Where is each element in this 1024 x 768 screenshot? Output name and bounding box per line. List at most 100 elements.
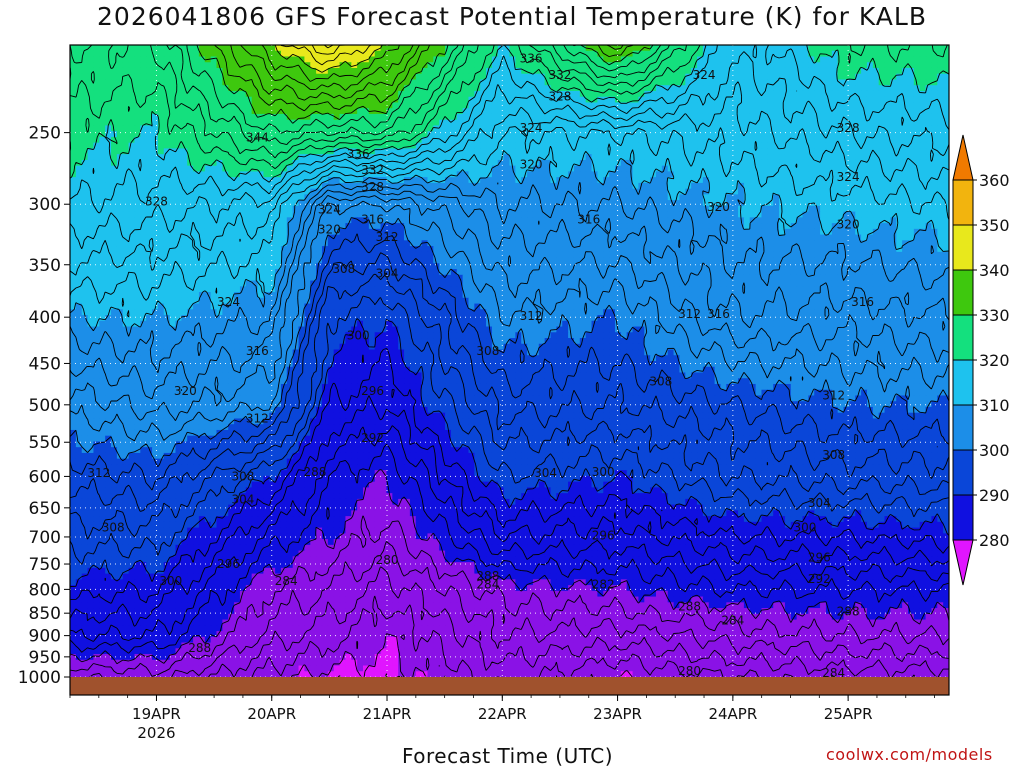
x-axis-label: Forecast Time (UTC): [402, 744, 614, 768]
contour-label-19: 312: [376, 230, 399, 244]
contour-label-42: 304: [231, 492, 254, 506]
contour-label-6: 328: [837, 121, 860, 135]
y-tick-label-300: 300: [29, 195, 61, 215]
contour-label-28: 316: [246, 344, 269, 358]
y-tick-label-750: 750: [29, 555, 61, 575]
y-tick-label-550: 550: [29, 433, 61, 453]
contour-label-27: 300: [347, 328, 370, 342]
contour-label-20: 308: [332, 262, 355, 276]
contour-label-29: 308: [476, 344, 499, 358]
colorbar-tick-310: 310: [979, 396, 1010, 415]
y-tick-label-400: 400: [29, 308, 61, 328]
colorbar-tick-290: 290: [979, 486, 1010, 505]
contour-label-56: 288: [678, 600, 701, 614]
contour-label-8: 332: [361, 163, 384, 177]
contour-label-13: 320: [707, 200, 730, 214]
contour-label-10: 324: [837, 170, 860, 184]
contour-label-40: 300: [592, 465, 615, 479]
y-tick-label-700: 700: [29, 528, 61, 548]
contour-label-53: 284: [476, 577, 499, 591]
colorbar-extend-bottom: [952, 539, 974, 586]
contour-label-2: 324: [693, 68, 716, 82]
plot-frame: [69, 44, 950, 696]
isentrope-contours: [70, 45, 949, 677]
contour-label-31: 320: [174, 384, 197, 398]
colorbar-band: [952, 314, 974, 361]
contour-label-37: 288: [304, 465, 327, 479]
grid-lines: [70, 45, 949, 677]
source-credit: coolwx.com/models: [826, 745, 993, 764]
contour-label-25: 312: [678, 307, 701, 321]
contour-label-43: 304: [808, 496, 831, 510]
contour-label-35: 292: [361, 431, 384, 445]
colorbar-band: [952, 269, 974, 316]
contour-label-38: 312: [87, 466, 110, 480]
contour-label-5: 324: [520, 121, 543, 135]
contour-label-48: 296: [217, 557, 240, 571]
colorbar-band: [952, 359, 974, 406]
contour-label-18: 320: [318, 223, 341, 237]
y-tick-label-900: 900: [29, 627, 61, 647]
contour-label-41: 308: [231, 469, 254, 483]
contour-label-61: 284: [822, 666, 845, 680]
contour-label-7: 336: [347, 147, 370, 161]
x-tick-label-20APR: 20APR: [247, 705, 296, 723]
x-tick-sublabel: 2026: [137, 724, 175, 742]
contour-label-58: 284: [721, 614, 744, 628]
y-tick-label-500: 500: [29, 396, 61, 416]
contour-label-47: 296: [808, 551, 831, 565]
x-tick-label-25APR: 25APR: [824, 705, 873, 723]
contour-label-49: 280: [376, 553, 399, 567]
x-tick-label-19APR: 19APR: [132, 705, 181, 723]
colorbar-band: [952, 494, 974, 541]
contour-label-44: 308: [102, 520, 125, 534]
colorbar-band: [952, 404, 974, 451]
y-tick-label-600: 600: [29, 467, 61, 487]
contour-label-52: 284: [275, 574, 298, 588]
contour-label-39: 304: [534, 466, 557, 480]
contour-label-17: 320: [837, 218, 860, 232]
x-tick-label-24APR: 24APR: [708, 705, 757, 723]
colorbar-tick-320: 320: [979, 351, 1010, 370]
contour-label-46: 296: [592, 528, 615, 542]
x-tick-label-21APR: 21APR: [363, 705, 412, 723]
contour-label-15: 316: [361, 213, 384, 227]
contour-label-9: 320: [520, 157, 543, 171]
contour-label-1: 332: [548, 68, 571, 82]
contour-label-60: 280: [678, 664, 701, 678]
colorbar-band: [952, 449, 974, 496]
colorbar-tick-360: 360: [979, 171, 1010, 190]
contour-label-55: 282: [592, 577, 615, 591]
y-tick-label-950: 950: [29, 648, 61, 668]
colorbar-tick-350: 350: [979, 216, 1010, 235]
contour-label-45: 300: [793, 520, 816, 534]
contour-label-59: 288: [188, 641, 211, 655]
contour-label-0: 336: [520, 52, 543, 66]
contour-label-36: 308: [822, 448, 845, 462]
y-tick-label-800: 800: [29, 580, 61, 600]
contour-label-54: 292: [808, 572, 831, 586]
contour-label-23: 316: [851, 295, 874, 309]
colorbar-tick-330: 330: [979, 306, 1010, 325]
contour-label-11: 328: [361, 180, 384, 194]
contour-label-3: 328: [548, 89, 571, 103]
y-tick-label-250: 250: [29, 124, 61, 144]
colorbar-tick-300: 300: [979, 441, 1010, 460]
colorbar-extend-top: [952, 134, 974, 181]
contour-label-34: 312: [246, 412, 269, 426]
contour-label-33: 312: [822, 388, 845, 402]
contour-label-22: 324: [217, 295, 240, 309]
contour-label-16: 316: [577, 213, 600, 227]
colorbar-tick-340: 340: [979, 261, 1010, 280]
colorbar: 280 290 300 310 320 330 340 350 360: [952, 134, 1010, 586]
contour-label-32: 296: [361, 384, 384, 398]
contour-label-14: 324: [318, 202, 341, 216]
contour-label-4: 344: [246, 130, 269, 144]
contour-label-30: 308: [649, 374, 672, 388]
chart-title: 2026041806 GFS Forecast Potential Temper…: [97, 2, 927, 31]
colorbar-band: [952, 224, 974, 271]
contour-label-21: 304: [376, 267, 399, 281]
x-tick-label-22APR: 22APR: [478, 705, 527, 723]
